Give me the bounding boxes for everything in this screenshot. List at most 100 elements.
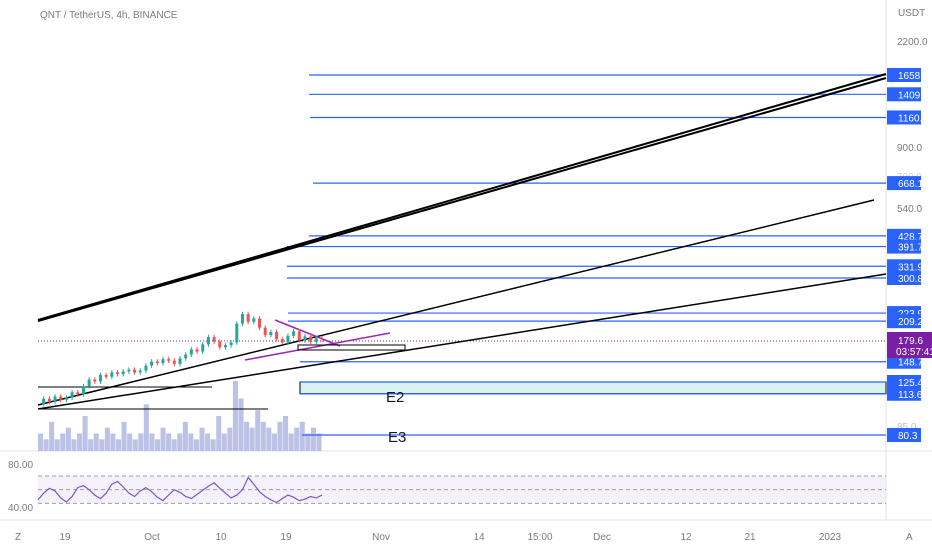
price-level-tag-label: 148.7 xyxy=(898,358,923,369)
volume-bar xyxy=(193,439,199,451)
time-axis-label: 10 xyxy=(215,532,227,543)
price-level-tag-label: 125.4 xyxy=(898,378,923,389)
candle-body xyxy=(292,331,296,336)
time-axis-label: Oct xyxy=(144,532,160,543)
annotation-e2: E2 xyxy=(386,389,404,406)
price-level-tag xyxy=(887,375,921,390)
price-level-tag-label: 668.1 xyxy=(898,179,923,190)
price-level-tag-label: 331.9 xyxy=(898,262,923,273)
candle-body xyxy=(189,349,193,355)
price-level-tag xyxy=(887,259,921,274)
rsi-label-80: 80.00 xyxy=(8,460,33,471)
volume-bar xyxy=(232,381,238,451)
candle-body xyxy=(110,372,114,377)
wedge-lower-line[interactable] xyxy=(244,332,391,361)
volume-bar xyxy=(99,439,105,451)
candle-body xyxy=(297,331,301,341)
current-price-value: 179.6 xyxy=(898,336,923,347)
price-level-tag xyxy=(887,228,921,243)
candle-body xyxy=(47,398,51,402)
candle-body xyxy=(104,375,108,377)
time-axis-label: 14 xyxy=(473,532,485,543)
rsi-pane: 80.00 40.00 xyxy=(8,460,886,514)
volume-bar xyxy=(171,439,177,451)
candle-body xyxy=(263,327,267,336)
volume-bar xyxy=(160,427,166,451)
volume-bar xyxy=(54,439,60,451)
volume-bar xyxy=(216,416,222,451)
candle-body xyxy=(269,331,273,336)
consolidation-box[interactable] xyxy=(297,344,406,351)
wedge-upper-line[interactable] xyxy=(274,319,341,347)
candle-body xyxy=(178,358,182,364)
price-series xyxy=(42,311,324,407)
candle-body xyxy=(280,339,284,343)
volume-bar xyxy=(71,439,77,451)
candle-body xyxy=(167,359,171,361)
volume-bar xyxy=(238,398,244,451)
price-level-tag-label: 80.3 xyxy=(898,431,918,442)
price-level-lines xyxy=(287,74,887,436)
price-level-tag-label: 1160.3 xyxy=(898,113,928,124)
trend-line-upper-1[interactable] xyxy=(37,73,887,321)
candle-body xyxy=(195,349,199,352)
auto-scale-button[interactable]: A xyxy=(906,532,913,543)
volume-bars xyxy=(38,381,322,451)
price-level-tag-label: 1409.8 xyxy=(898,90,929,101)
candle-body xyxy=(87,379,91,387)
currency-label: USDT xyxy=(898,8,925,19)
candle-body xyxy=(133,369,137,373)
volume-bar xyxy=(299,421,305,451)
volume-bar xyxy=(249,427,255,451)
zoom-button[interactable]: Z xyxy=(15,532,21,543)
price-level-tag-label: 209.2 xyxy=(898,317,923,328)
candle-body xyxy=(59,396,63,400)
time-axis-label: Dec xyxy=(593,532,611,543)
candle-body xyxy=(93,379,97,382)
candle-body xyxy=(127,369,131,372)
volume-bar xyxy=(210,439,216,451)
volume-bar xyxy=(76,433,83,451)
volume-bar xyxy=(143,404,149,451)
volume-bar xyxy=(288,433,294,451)
trend-line-mid[interactable] xyxy=(37,199,875,406)
price-level-tag xyxy=(887,314,921,329)
candle-body xyxy=(235,323,239,343)
candle-body xyxy=(184,354,188,359)
candle-body xyxy=(201,344,205,352)
time-axis-label: 19 xyxy=(280,532,292,543)
price-level-tag xyxy=(887,176,921,191)
volume-bar xyxy=(110,433,116,451)
volume-bar xyxy=(65,427,71,451)
candle-body xyxy=(161,359,165,364)
volume-bar xyxy=(132,439,138,451)
volume-bar xyxy=(271,433,277,451)
volume-bar xyxy=(43,439,49,451)
trend-line-upper-2[interactable] xyxy=(37,77,887,322)
volume-bar xyxy=(188,433,194,451)
candle-body xyxy=(42,398,46,405)
candle-body xyxy=(240,314,244,324)
volume-bar xyxy=(294,427,300,451)
volume-bar xyxy=(316,433,322,451)
volume-bar xyxy=(182,421,188,451)
price-level-tag xyxy=(887,354,921,369)
volume-bar xyxy=(138,433,144,451)
volume-bar xyxy=(199,427,205,451)
volume-bar xyxy=(166,433,172,451)
volume-bar xyxy=(49,421,55,451)
time-axis-label: 2023 xyxy=(819,532,842,543)
volume-bar xyxy=(205,433,211,451)
price-level-tag xyxy=(887,270,921,285)
candle-body xyxy=(223,345,227,348)
trend-line-lower[interactable] xyxy=(37,273,887,410)
candle-body xyxy=(309,336,313,342)
rsi-label-40: 40.00 xyxy=(8,503,33,514)
candle-body xyxy=(64,397,68,400)
candle-body xyxy=(155,361,159,364)
price-level-tag xyxy=(887,110,921,125)
price-level-tag-label: 113.6 xyxy=(898,390,923,401)
volume-bar xyxy=(260,421,266,451)
